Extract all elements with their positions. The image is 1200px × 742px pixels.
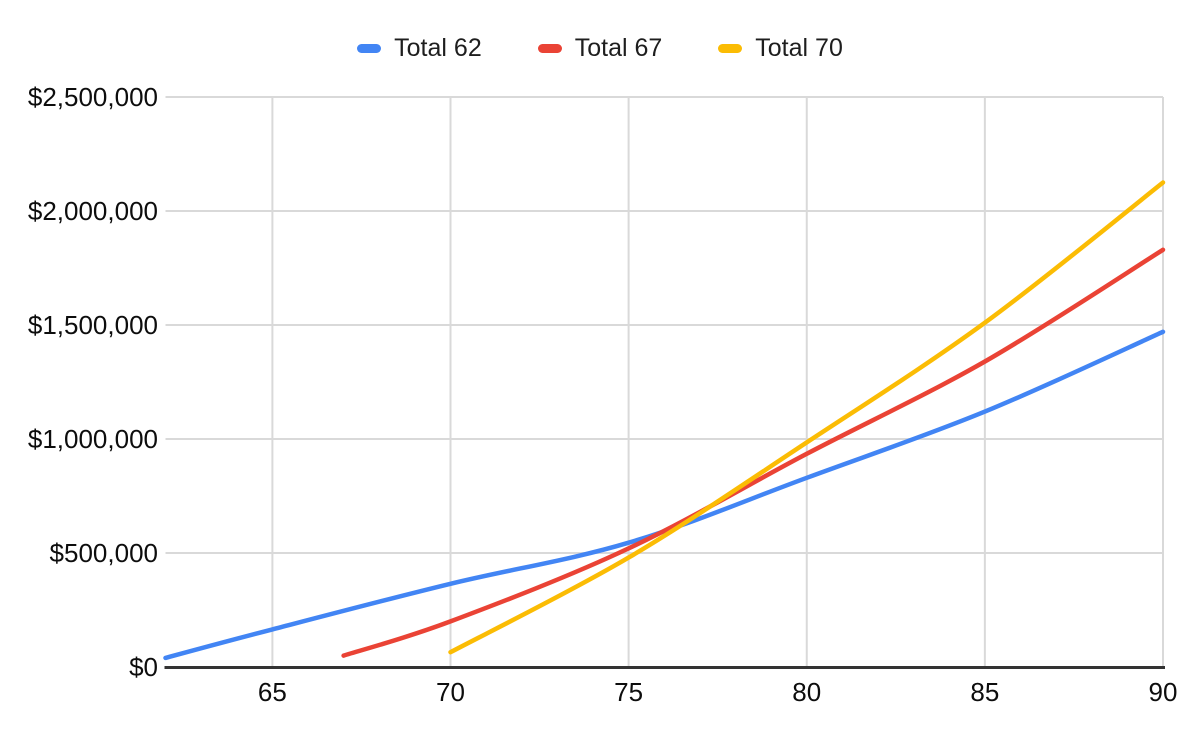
- legend-swatch-total-70-icon: [718, 43, 743, 53]
- legend-label-total-70: Total 70: [755, 34, 843, 62]
- y-axis-tick-label: $0: [129, 652, 158, 682]
- legend-label-total-67: Total 67: [574, 34, 663, 62]
- x-axis-tick-label: 80: [792, 677, 821, 707]
- legend-item-total-67[interactable]: Total 67: [537, 33, 663, 63]
- legend-item-total-62[interactable]: Total 62: [357, 33, 482, 63]
- series-line-total-70: [448, 180, 1166, 655]
- y-axis-tick-label: $2,000,000: [28, 196, 158, 226]
- y-axis-tick-label: $2,500,000: [28, 82, 158, 112]
- series-line-total-62: [163, 329, 1166, 661]
- x-axis-tick-label: 85: [970, 677, 999, 707]
- y-axis-tick-label: $1,500,000: [28, 310, 158, 340]
- x-axis-tick-label: 70: [436, 677, 465, 707]
- series-line-total-67: [341, 247, 1166, 658]
- legend-swatch-total-67-icon: [537, 43, 562, 53]
- legend-label-total-62: Total 62: [394, 34, 482, 62]
- x-axis-tick-label: 75: [614, 677, 643, 707]
- y-axis-tick-label: $1,000,000: [28, 424, 158, 454]
- x-axis-tick-label: 65: [258, 677, 287, 707]
- x-axis-tick-label: 90: [1149, 677, 1178, 707]
- y-axis-tick-label: $500,000: [50, 538, 158, 568]
- legend-item-total-70[interactable]: Total 70: [718, 33, 843, 63]
- legend-swatch-total-62-icon: [357, 43, 382, 53]
- chart-legend: Total 62 Total 67 Total 70: [0, 33, 1200, 63]
